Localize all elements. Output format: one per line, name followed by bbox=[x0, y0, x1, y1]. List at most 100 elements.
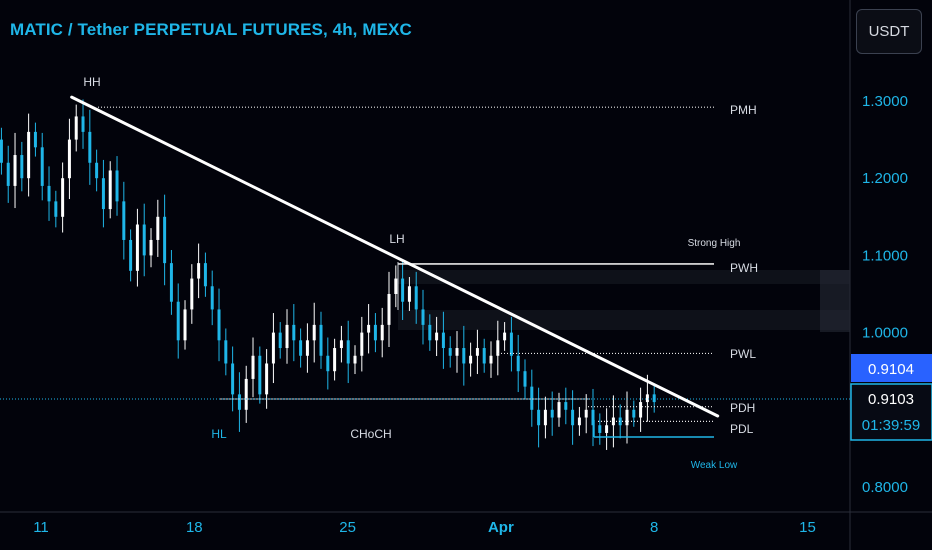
candle bbox=[0, 127, 3, 175]
candle-body bbox=[27, 131, 31, 179]
x-tick-label: 8 bbox=[650, 519, 658, 536]
candle-body bbox=[414, 286, 418, 310]
candle-body bbox=[13, 155, 17, 186]
candle bbox=[33, 122, 37, 157]
candle bbox=[142, 203, 146, 277]
candle bbox=[183, 300, 187, 350]
x-tick-label: 15 bbox=[799, 519, 816, 536]
resistance-zone bbox=[398, 270, 850, 284]
candle bbox=[373, 313, 377, 353]
trendline bbox=[70, 95, 720, 418]
candle-body bbox=[285, 324, 289, 349]
candle bbox=[407, 277, 411, 311]
candle bbox=[482, 338, 486, 373]
candle bbox=[462, 325, 466, 386]
y-tick-label: 1.0000 bbox=[862, 325, 908, 342]
candle bbox=[530, 369, 534, 427]
candle-body bbox=[163, 216, 167, 264]
currency-button[interactable]: USDT bbox=[856, 9, 922, 54]
candle bbox=[237, 372, 241, 432]
candle-body bbox=[190, 278, 194, 310]
candle-body bbox=[333, 348, 337, 372]
candle-body bbox=[244, 378, 248, 410]
candle-body bbox=[509, 332, 513, 356]
candle bbox=[353, 345, 357, 375]
candle bbox=[13, 132, 17, 209]
last-price-label: 0.9103 bbox=[868, 391, 914, 408]
countdown-label: 01:39:59 bbox=[862, 417, 920, 434]
candle-body bbox=[319, 324, 323, 356]
candle bbox=[564, 387, 568, 425]
candle-body bbox=[210, 286, 214, 310]
candle bbox=[176, 283, 180, 359]
candle-body bbox=[40, 147, 44, 186]
candle bbox=[88, 109, 92, 185]
candle bbox=[251, 337, 255, 398]
candle-body bbox=[88, 131, 92, 163]
structure-label-hh: HH bbox=[83, 75, 100, 89]
candle bbox=[135, 208, 139, 287]
candle-body bbox=[516, 355, 520, 372]
candle-body bbox=[571, 409, 575, 426]
candle bbox=[101, 159, 105, 228]
highlight-price-badge bbox=[851, 354, 932, 382]
candle-body bbox=[115, 170, 119, 202]
candle bbox=[285, 309, 289, 364]
candle bbox=[156, 199, 160, 257]
candle bbox=[503, 322, 507, 351]
candle-body bbox=[428, 324, 432, 341]
candle bbox=[20, 141, 24, 192]
chart-title: MATIC / Tether PERPETUAL FUTURES, 4h, ME… bbox=[10, 20, 412, 39]
candle bbox=[292, 304, 296, 362]
y-tick-label: 1.1000 bbox=[862, 247, 908, 264]
candle bbox=[469, 342, 473, 377]
structure-label-choch: CHoCH bbox=[350, 427, 391, 441]
candle bbox=[326, 337, 330, 390]
candle bbox=[217, 288, 221, 362]
candle-body bbox=[142, 224, 146, 256]
candle-body bbox=[577, 417, 581, 426]
candle bbox=[27, 113, 31, 197]
candle bbox=[129, 229, 133, 282]
candle bbox=[509, 316, 513, 372]
level-label-pwh: PWH bbox=[730, 261, 758, 275]
candle bbox=[54, 190, 58, 228]
last-price-badge bbox=[850, 383, 932, 441]
candle-body bbox=[462, 348, 466, 364]
x-tick-label: 11 bbox=[33, 519, 49, 536]
candle bbox=[163, 194, 167, 286]
candle-body bbox=[489, 355, 493, 364]
candle-body bbox=[537, 409, 541, 426]
candle-body bbox=[632, 409, 636, 418]
candle bbox=[312, 302, 316, 363]
candle-body bbox=[598, 425, 602, 433]
candle bbox=[455, 331, 459, 373]
candle-body bbox=[591, 409, 595, 426]
candle-body bbox=[251, 355, 255, 379]
candle-body bbox=[33, 131, 37, 148]
candle-body bbox=[61, 178, 65, 217]
candle bbox=[305, 323, 309, 373]
candle-body bbox=[67, 139, 71, 179]
candle bbox=[6, 145, 10, 203]
candle-body bbox=[441, 332, 445, 349]
candle bbox=[421, 289, 425, 345]
candle-body bbox=[407, 286, 411, 302]
candle-body bbox=[339, 340, 343, 349]
candle-body bbox=[475, 348, 479, 356]
candle bbox=[428, 314, 432, 351]
candle-body bbox=[353, 355, 357, 364]
candle bbox=[435, 316, 439, 357]
candle-body bbox=[292, 324, 296, 341]
candle-body bbox=[394, 278, 398, 294]
candle-body bbox=[108, 170, 112, 210]
candle-body bbox=[503, 332, 507, 341]
candle-body bbox=[448, 348, 452, 356]
y-tick-label: 0.8000 bbox=[862, 479, 908, 496]
candle bbox=[346, 320, 350, 384]
candle-body bbox=[469, 355, 473, 364]
candle-body bbox=[176, 301, 180, 341]
candle bbox=[441, 311, 445, 369]
candle-body bbox=[271, 332, 275, 364]
